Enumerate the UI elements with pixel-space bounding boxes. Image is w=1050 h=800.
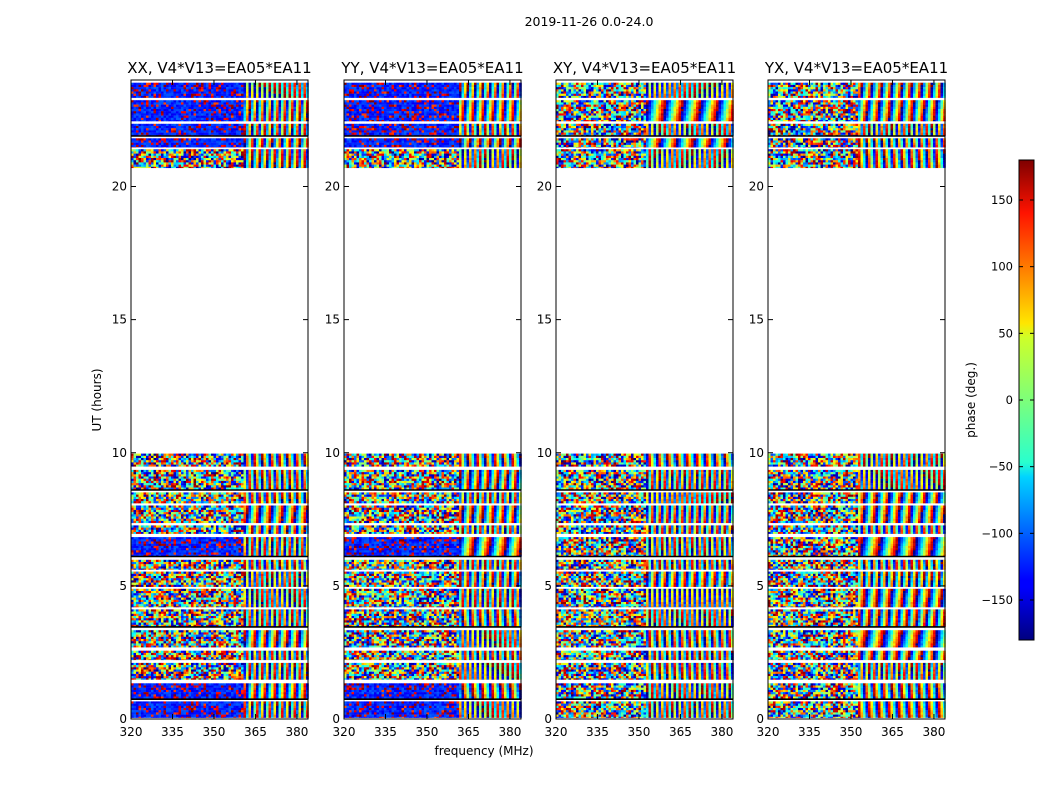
y-tick-label: 0 bbox=[119, 712, 127, 726]
panel-frame bbox=[343, 79, 522, 720]
panel-title: YX, V4*V13=EA05*EA11 bbox=[764, 59, 948, 77]
colorbar-tick-label: −50 bbox=[989, 460, 1013, 474]
y-tick-label: 5 bbox=[332, 579, 340, 593]
y-tick-label: 10 bbox=[112, 446, 127, 460]
x-tick-label: 335 bbox=[586, 725, 609, 739]
colorbar-tick-label: 100 bbox=[991, 260, 1013, 274]
colorbar-label: phase (deg.) bbox=[964, 362, 978, 438]
phase-heatmap bbox=[344, 82, 522, 718]
x-tick-label: 320 bbox=[333, 725, 356, 739]
x-tick-label: 320 bbox=[545, 725, 568, 739]
x-tick-label: 380 bbox=[922, 725, 945, 739]
x-tick-label: 365 bbox=[669, 725, 692, 739]
y-tick-label: 20 bbox=[537, 180, 552, 194]
y-tick-label: 0 bbox=[544, 712, 552, 726]
x-tick-label: 335 bbox=[161, 725, 184, 739]
panel-title: YY, V4*V13=EA05*EA11 bbox=[340, 59, 523, 77]
x-axis-label: frequency (MHz) bbox=[434, 744, 533, 758]
x-tick-label: 350 bbox=[628, 725, 651, 739]
phase-heatmap bbox=[556, 82, 734, 718]
y-tick-label: 15 bbox=[325, 313, 340, 327]
colorbar-ticks: 150 100 50 0 −50 −100 −150 bbox=[981, 193, 1034, 607]
panel-3: YX, V4*V13=EA05*EA11 320 335 350 365 380 0 5 10 1… bbox=[749, 59, 948, 739]
panel-title: XY, V4*V13=EA05*EA11 bbox=[553, 59, 736, 77]
y-tick-label: 20 bbox=[112, 180, 127, 194]
y-axis-label: UT (hours) bbox=[90, 368, 104, 431]
colorbar-tick-label: 150 bbox=[991, 193, 1013, 207]
colorbar-tick-label: 0 bbox=[1006, 393, 1013, 407]
y-tick-label: 10 bbox=[537, 446, 552, 460]
x-tick-label: 380 bbox=[285, 725, 308, 739]
panel-1: YY, V4*V13=EA05*EA11 320 335 350 365 380 0 5 10 1… bbox=[325, 59, 524, 739]
y-tick-label: 5 bbox=[119, 579, 127, 593]
phase-heatmap bbox=[768, 82, 946, 718]
colorbar: 150 100 50 0 −50 −100 −150 phase (deg.) bbox=[964, 159, 1035, 641]
x-tick-label: 320 bbox=[120, 725, 143, 739]
x-tick-label: 365 bbox=[457, 725, 480, 739]
y-tick-label: 10 bbox=[325, 446, 340, 460]
x-tick-label: 335 bbox=[798, 725, 821, 739]
x-tick-label: 350 bbox=[840, 725, 863, 739]
y-tick-label: 20 bbox=[749, 180, 764, 194]
x-tick-label: 365 bbox=[881, 725, 904, 739]
colorbar-tick-label: −100 bbox=[981, 526, 1013, 540]
y-tick-label: 15 bbox=[749, 313, 764, 327]
x-tick-label: 350 bbox=[203, 725, 226, 739]
x-tick-label: 380 bbox=[710, 725, 733, 739]
y-tick-label: 20 bbox=[325, 180, 340, 194]
y-tick-label: 5 bbox=[544, 579, 552, 593]
panel-2: XY, V4*V13=EA05*EA11 320 335 350 365 380 0 5 10 1… bbox=[537, 59, 736, 739]
x-tick-label: 350 bbox=[416, 725, 439, 739]
x-tick-label: 320 bbox=[757, 725, 780, 739]
y-tick-label: 5 bbox=[756, 579, 764, 593]
panels: XX, V4*V13=EA05*EA11 320 335 350 365 380 0 5 10 1… bbox=[112, 59, 948, 739]
x-tick-label: 335 bbox=[374, 725, 397, 739]
panel-0: XX, V4*V13=EA05*EA11 320 335 350 365 380 0 5 10 1… bbox=[112, 59, 312, 739]
panel-frame bbox=[555, 79, 734, 720]
y-tick-label: 15 bbox=[537, 313, 552, 327]
y-tick-label: 0 bbox=[332, 712, 340, 726]
colorbar-tick-label: 50 bbox=[998, 326, 1013, 340]
panel-frame bbox=[767, 79, 946, 720]
panel-frame bbox=[130, 79, 309, 720]
panel-title: XX, V4*V13=EA05*EA11 bbox=[127, 59, 311, 77]
figure-suptitle: 2019-11-26 0.0-24.0 bbox=[525, 14, 654, 29]
phase-heatmap bbox=[131, 82, 309, 718]
colorbar-tick-label: −150 bbox=[981, 593, 1013, 607]
y-tick-label: 10 bbox=[749, 446, 764, 460]
y-tick-label: 0 bbox=[756, 712, 764, 726]
y-tick-label: 15 bbox=[112, 313, 127, 327]
x-tick-label: 365 bbox=[244, 725, 267, 739]
x-tick-label: 380 bbox=[498, 725, 521, 739]
